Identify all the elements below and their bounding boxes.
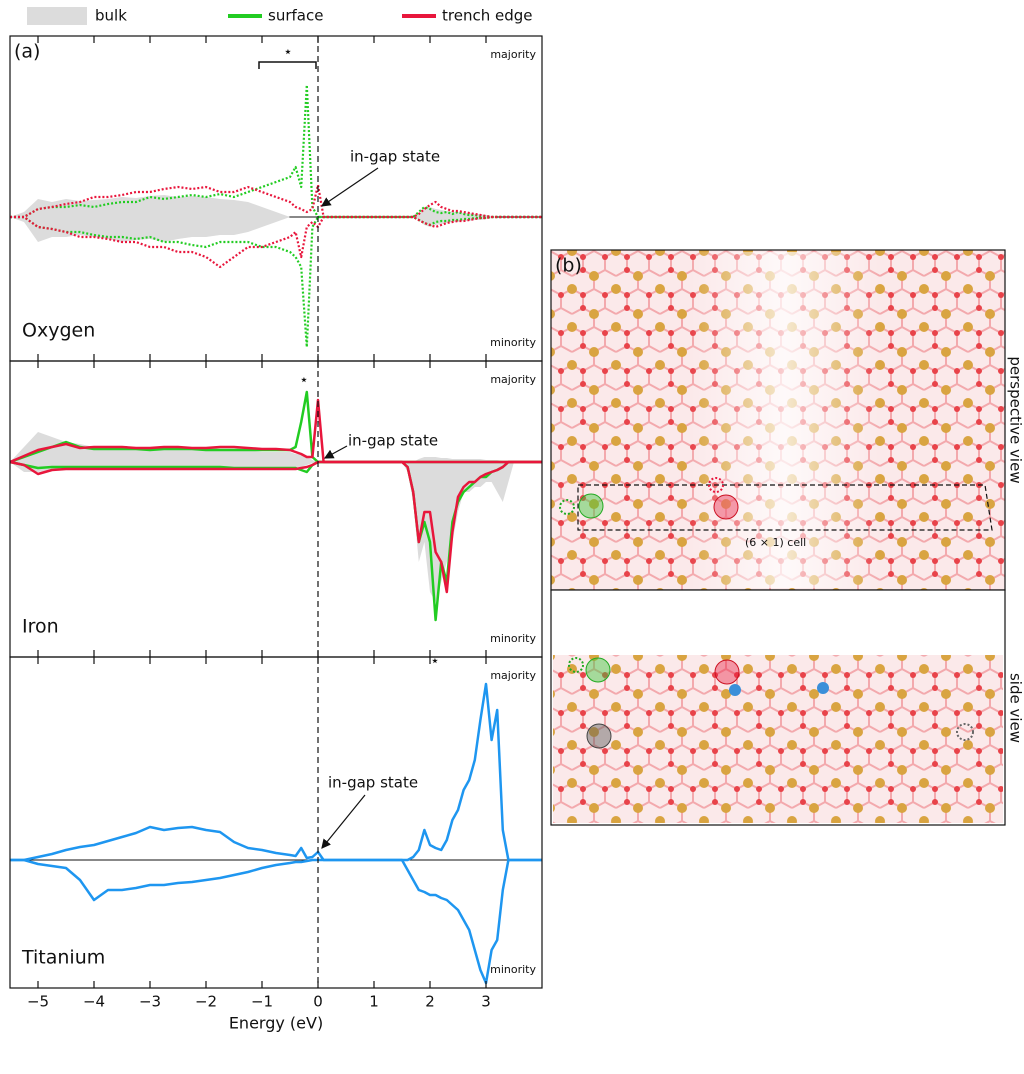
x-tick-label: 2 xyxy=(425,993,435,1011)
trench-marker xyxy=(714,495,738,519)
dos-line xyxy=(10,85,542,217)
cell-label: (6 × 1) cell xyxy=(745,536,806,549)
x-tick-label: 3 xyxy=(481,993,491,1011)
x-tick-label: −5 xyxy=(27,993,49,1011)
element-label: Iron xyxy=(22,616,59,638)
spin-label: minority xyxy=(490,963,536,976)
annotation: in-gap state xyxy=(348,432,438,450)
legend-label: surface xyxy=(268,7,323,25)
panel-frame xyxy=(10,657,542,988)
spin-label: majority xyxy=(490,669,536,682)
annotation: in-gap state xyxy=(350,148,440,166)
spin-label: minority xyxy=(490,632,536,645)
annotation: ⋆ xyxy=(430,652,439,670)
x-axis-label: Energy (eV) xyxy=(229,1014,323,1033)
dos-area xyxy=(10,195,542,217)
spin-label: majority xyxy=(490,48,536,61)
ti-atom xyxy=(817,682,829,694)
x-tick-label: 0 xyxy=(313,993,323,1011)
view-label: side view xyxy=(1007,673,1024,743)
x-tick-label: 1 xyxy=(369,993,379,1011)
legend-label: trench edge xyxy=(442,7,532,25)
spin-label: majority xyxy=(490,373,536,386)
annotation-arrow xyxy=(322,168,378,206)
bulk-marker xyxy=(587,724,611,748)
x-tick-label: −3 xyxy=(139,993,161,1011)
x-tick-label: −1 xyxy=(251,993,273,1011)
legend-swatch xyxy=(27,7,87,25)
annotation: in-gap state xyxy=(328,774,418,792)
structure-panel: (b) (6 × 1) cell perspective view side v… xyxy=(551,250,1024,825)
view-label: perspective view xyxy=(1007,356,1024,483)
element-label: Titanium xyxy=(21,947,105,969)
legend-label: bulk xyxy=(95,7,127,25)
dos-area xyxy=(10,462,542,602)
annotation-bracket xyxy=(259,62,316,69)
ti-atom xyxy=(729,684,741,696)
surface-marker xyxy=(579,494,603,518)
dos-line xyxy=(10,684,542,860)
x-tick-label: −4 xyxy=(83,993,105,1011)
x-tick-label: −2 xyxy=(195,993,217,1011)
panel-frame xyxy=(10,36,542,361)
figure: (a) Oxygen majority minority ⋆ in-gap state bu… xyxy=(0,0,1024,1070)
annotation: ⋆ xyxy=(299,371,308,389)
trench-marker xyxy=(715,660,739,684)
panel-frame xyxy=(10,361,542,657)
annotation-arrow xyxy=(322,795,365,848)
annotation: ⋆ xyxy=(283,43,292,61)
element-label: Oxygen xyxy=(22,320,95,342)
surface-marker xyxy=(586,658,610,682)
dos-area xyxy=(10,217,542,242)
annotation-arrow xyxy=(325,446,347,458)
panel-label: (b) xyxy=(555,255,582,277)
side-image xyxy=(553,655,1003,823)
panel-label: (a) xyxy=(14,41,40,63)
dos-panel: (a) Oxygen majority minority ⋆ in-gap state bu… xyxy=(10,7,542,1033)
spin-label: minority xyxy=(490,336,536,349)
